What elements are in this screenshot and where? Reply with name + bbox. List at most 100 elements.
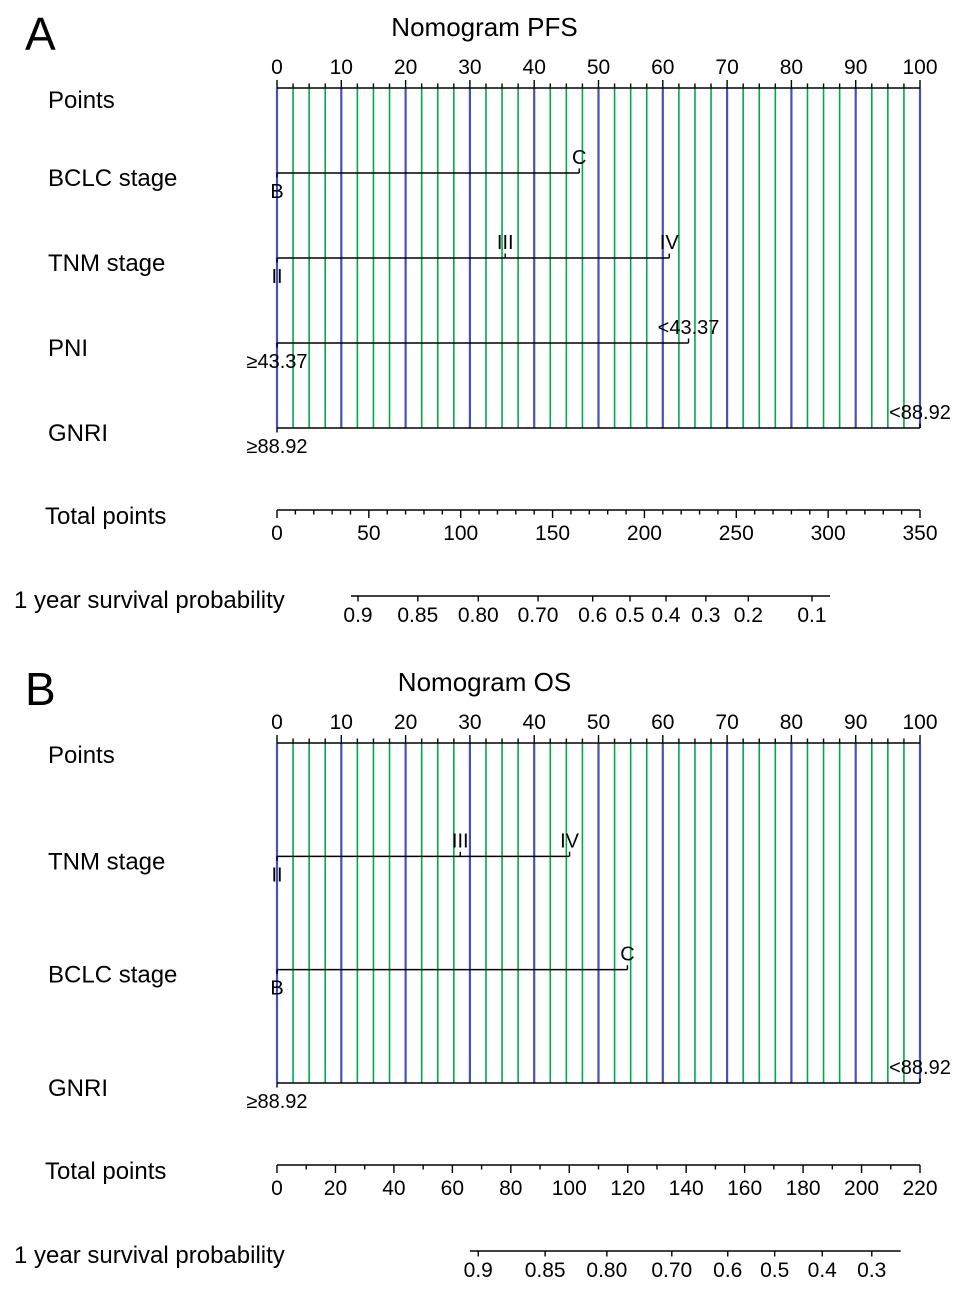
survival-tick-label: 0.5 [760, 1259, 789, 1282]
points-tick-label: 100 [902, 56, 937, 79]
option-label: IV [560, 830, 580, 852]
total-points-tick-label: 0 [271, 1177, 283, 1200]
total-points-tick-label: 40 [382, 1177, 405, 1200]
points-tick-label: 50 [587, 711, 610, 734]
survival-tick-label: 0.2 [734, 604, 763, 627]
axis-name-points: Points [48, 87, 115, 114]
survival-axis: 0.9 0.85 0.80 0.70 0.6 0.5 0.4 0.3 [464, 1250, 901, 1282]
row-name-label: GNRI [48, 420, 108, 447]
total-points-tick-label: 350 [902, 522, 937, 545]
total-points-tick-label: 0 [271, 522, 283, 545]
survival-tick-label: 0.4 [808, 1259, 838, 1282]
points-tick-label: 0 [271, 56, 283, 79]
option-label: B [270, 181, 283, 203]
points-tick-label: 80 [780, 56, 803, 79]
row-name-label: PNI [48, 335, 88, 362]
total-points-tick-label: 250 [719, 522, 754, 545]
points-tick-label: 30 [458, 56, 481, 79]
total-points-tick-label: 60 [441, 1177, 464, 1200]
total-points-tick-label: 80 [499, 1177, 522, 1200]
panel-title: Nomogram OS [398, 667, 571, 697]
row-bclc-stage: BC [270, 944, 634, 1000]
row-gnri: ≥88.92 <88.92 [246, 1057, 950, 1113]
total-points-axis: 0 20 40 60 80 100 120 140 160 180 200 220 [271, 1164, 938, 1200]
points-tick-label: 90 [844, 711, 867, 734]
panel-B: B Nomogram OS 0 10 20 30 40 50 60 70 80 90 100 Points… [14, 663, 951, 1282]
option-label: ≥43.37 [246, 351, 307, 373]
points-axis: 0 10 20 30 40 50 60 70 80 90 100 [271, 56, 938, 89]
survival-tick-label: 0.6 [713, 1259, 742, 1282]
option-label: ≥88.92 [246, 436, 307, 458]
option-label: C [572, 147, 586, 169]
total-points-tick-label: 200 [844, 1177, 879, 1200]
row-name-label: BCLC stage [48, 962, 177, 989]
survival-tick-label: 0.6 [578, 604, 607, 627]
survival-tick-label: 0.1 [797, 604, 826, 627]
points-tick-label: 0 [271, 711, 283, 734]
option-label: <43.37 [658, 317, 720, 339]
option-label: B [270, 978, 283, 1000]
row-bclc-stage: BC [270, 147, 586, 203]
row-name-label: TNM stage [48, 848, 165, 875]
survival-tick-label: 0.85 [397, 604, 438, 627]
total-points-tick-label: 100 [552, 1177, 587, 1200]
survival-tick-label: 0.3 [691, 604, 720, 627]
points-tick-label: 20 [394, 56, 417, 79]
total-points-tick-label: 220 [902, 1177, 937, 1200]
points-tick-label: 20 [394, 711, 417, 734]
axis-name-survival: 1 year survival probability [14, 1242, 285, 1269]
survival-tick-label: 0.85 [525, 1259, 566, 1282]
total-points-tick-label: 160 [727, 1177, 762, 1200]
points-axis: 0 10 20 30 40 50 60 70 80 90 100 [271, 711, 938, 744]
row-gnri: ≥88.92 <88.92 [246, 402, 950, 458]
option-label: II [271, 266, 282, 288]
total-points-tick-label: 300 [811, 522, 846, 545]
survival-tick-label: 0.9 [464, 1259, 493, 1282]
points-tick-label: 60 [651, 56, 674, 79]
option-label: III [497, 232, 514, 254]
total-points-tick-label: 200 [627, 522, 662, 545]
option-label: ≥88.92 [246, 1091, 307, 1113]
points-tick-label: 40 [523, 56, 546, 79]
grid-lines [275, 743, 922, 1083]
axis-name-points: Points [48, 742, 115, 769]
panel-letter: A [25, 8, 56, 60]
survival-tick-label: 0.80 [458, 604, 499, 627]
option-label: IV [660, 232, 680, 254]
row-name-label: GNRI [48, 1075, 108, 1102]
total-points-tick-label: 140 [669, 1177, 704, 1200]
panel-letter: B [25, 663, 56, 715]
axis-name-total-points: Total points [45, 1158, 166, 1185]
row-name-label: TNM stage [48, 250, 165, 277]
survival-tick-label: 0.70 [518, 604, 559, 627]
option-label: II [271, 864, 282, 886]
total-points-tick-label: 180 [786, 1177, 821, 1200]
row-pni: ≥43.37 <43.37 [246, 317, 719, 373]
survival-tick-label: 0.80 [586, 1259, 627, 1282]
points-tick-label: 90 [844, 56, 867, 79]
total-points-tick-label: 50 [357, 522, 380, 545]
points-tick-label: 100 [902, 711, 937, 734]
survival-axis: 0.9 0.85 0.80 0.70 0.6 0.5 0.4 0.3 0.2 0.1 [343, 595, 830, 627]
total-points-tick-label: 100 [443, 522, 478, 545]
panel-title: Nomogram PFS [391, 12, 577, 42]
points-tick-label: 10 [330, 56, 353, 79]
points-tick-label: 10 [330, 711, 353, 734]
survival-tick-label: 0.70 [651, 1259, 692, 1282]
points-tick-label: 50 [587, 56, 610, 79]
points-tick-label: 80 [780, 711, 803, 734]
points-tick-label: 60 [651, 711, 674, 734]
points-tick-label: 70 [715, 711, 738, 734]
option-label: <88.92 [889, 402, 951, 424]
survival-tick-label: 0.3 [857, 1259, 886, 1282]
total-points-tick-label: 150 [535, 522, 570, 545]
option-label: <88.92 [889, 1057, 951, 1079]
survival-tick-label: 0.5 [615, 604, 644, 627]
points-tick-label: 40 [523, 711, 546, 734]
option-label: C [620, 944, 634, 966]
points-tick-label: 30 [458, 711, 481, 734]
